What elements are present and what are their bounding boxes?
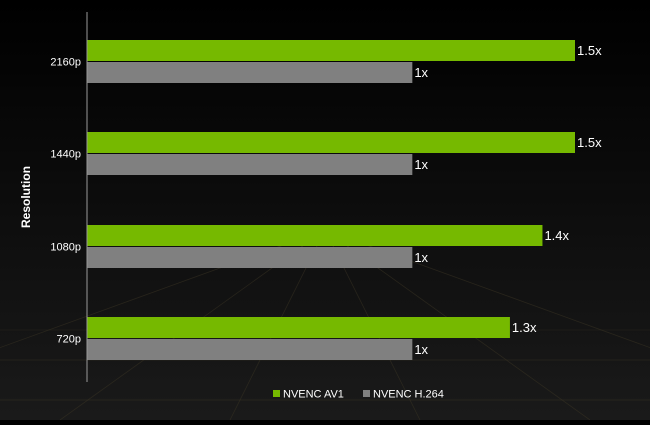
data-label: 1.5x — [577, 43, 602, 58]
y-tick-label: 1080p — [50, 242, 81, 254]
legend-entry-label: NVENC H.264 — [373, 389, 444, 401]
y-tick-label: 1440p — [50, 149, 81, 161]
data-label: 1.4x — [544, 228, 569, 243]
bar-1440p-nvenc-av1 — [87, 132, 575, 153]
bar-720p-nvenc-h-264 — [87, 339, 413, 360]
y-axis-title: Resolution — [19, 166, 33, 228]
data-label: 1x — [414, 157, 428, 172]
legend-swatch-1 — [363, 390, 370, 397]
bar-2160p-nvenc-h-264 — [87, 62, 413, 83]
bar-1080p-nvenc-av1 — [87, 225, 543, 246]
data-label: 1.3x — [512, 320, 537, 335]
y-tick-label: 2160p — [50, 57, 81, 69]
axes-layer: 2160p 1440p 1080p 720p Resolution — [19, 12, 88, 382]
bar-720p-nvenc-av1 — [87, 317, 510, 338]
floor-line-5 — [324, 229, 650, 349]
data-label: 1x — [414, 65, 428, 80]
bar-1440p-nvenc-h-264 — [87, 154, 413, 175]
data-label: 1x — [414, 250, 428, 265]
y-tick-label: 720p — [57, 334, 81, 346]
legend: NVENC AV1 NVENC H.264 — [273, 389, 444, 401]
legend-swatch-0 — [273, 390, 280, 397]
bar-2160p-nvenc-av1 — [87, 40, 575, 61]
bars-layer: 1.5x 1x 1.5x 1x 1.4x 1x 1.3x 1x — [87, 40, 602, 360]
bar-1080p-nvenc-h-264 — [87, 247, 413, 268]
legend-entry-label: NVENC AV1 — [283, 389, 344, 401]
data-label: 1x — [414, 342, 428, 357]
data-label: 1.5x — [577, 135, 602, 150]
